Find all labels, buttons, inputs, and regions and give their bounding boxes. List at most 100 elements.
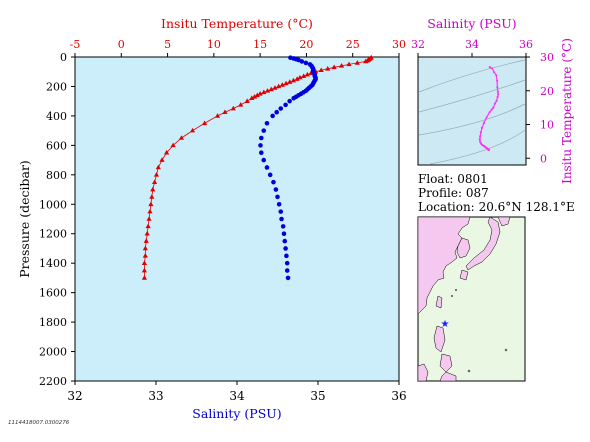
land-kyushu (459, 269, 469, 281)
ts-plot-area (417, 56, 527, 166)
pressure-tick-label: 1800 (39, 316, 67, 329)
temperature-point (346, 61, 352, 67)
temperature-point (170, 142, 176, 148)
temperature-point (290, 77, 297, 83)
temperature-point (202, 120, 208, 126)
temperature-point (152, 179, 158, 184)
density-contour (429, 129, 526, 165)
salinity-axis: 32 33 34 35 36 (67, 381, 407, 403)
float-value: 0801 (457, 172, 488, 186)
temperature-point (222, 109, 228, 115)
temperature-point (178, 135, 185, 140)
ts-temperature-tick-label: 30 (540, 51, 554, 64)
temperature-point (363, 58, 369, 64)
ts-point (496, 90, 500, 93)
density-contour (418, 59, 526, 93)
land-mainland (418, 217, 471, 315)
temperature-point (331, 64, 337, 70)
salinity-point (271, 179, 276, 185)
ts-temperature-axis: 0 10 20 30 (526, 51, 554, 165)
temperature-point (189, 127, 196, 133)
temperature-point (155, 164, 161, 170)
ts-salinity-axis-label: Salinity (PSU) (427, 16, 516, 31)
location-value: 20.6°N 128.1°E (478, 200, 575, 214)
temperature-point (249, 95, 255, 101)
ts-point (487, 148, 491, 151)
salinity-point (291, 95, 297, 101)
temperature-point (148, 201, 154, 207)
salinity-point (261, 157, 267, 163)
salinity-point (285, 275, 291, 281)
temperature-point (283, 80, 289, 86)
ts-temperature-axis-label: Insitu Temperature (°C) (560, 38, 574, 184)
temperature-point (145, 223, 151, 229)
temperature-point (272, 85, 278, 90)
profile-label: Profile: (418, 186, 463, 200)
salinity-point (273, 187, 279, 192)
pressure-tick-label: 200 (46, 80, 67, 93)
ts-point (479, 135, 482, 138)
location-label: Location: (418, 200, 475, 214)
ts-salinity-tick-label: 36 (519, 38, 533, 51)
ts-point (479, 131, 483, 134)
land-borneo (418, 363, 429, 381)
ts-point (485, 116, 488, 119)
ts-curve (478, 66, 500, 151)
ts-point (488, 66, 491, 69)
density-contour (418, 103, 526, 136)
temperature-point (150, 186, 156, 192)
salinity-point (258, 143, 263, 148)
temperature-point (325, 65, 331, 71)
temperature-tick-label: -5 (70, 38, 81, 51)
salinity-point (282, 238, 288, 244)
salinity-tick-label: 32 (67, 389, 82, 403)
pressure-tick-label: 1600 (39, 287, 67, 300)
salinity-point (264, 120, 270, 126)
land-islet (451, 295, 453, 297)
pressure-tick-label: 600 (46, 139, 67, 152)
float-info: Float: 0801 (418, 172, 488, 186)
salinity-point (275, 194, 280, 200)
ts-temperature-tick-label: 10 (540, 119, 554, 132)
land-japan (465, 217, 501, 271)
temperature-point (318, 67, 324, 73)
land-islet (467, 369, 471, 373)
temperature-point (238, 102, 244, 107)
salinity-point (267, 172, 273, 178)
salinity-point (284, 268, 290, 273)
pressure-axis: 0 200 400 600 800 1000 1200 1400 1600 1800 2000 220… (39, 51, 75, 388)
salinity-point (264, 165, 270, 170)
temperature-point (354, 60, 360, 65)
land-visayas (439, 353, 453, 373)
ts-salinity-axis: 32 34 36 (411, 38, 533, 57)
profile-value: 087 (465, 186, 489, 200)
temperature-point (143, 238, 149, 243)
temperature-point (244, 98, 250, 103)
float-location-star-icon: ★ (441, 319, 450, 330)
ts-point (490, 108, 493, 111)
temperature-tick-label: 20 (299, 38, 313, 51)
pressure-tick-label: 0 (60, 51, 67, 64)
salinity-point (280, 224, 286, 229)
location-info: Location: 20.6°N 128.1°E (418, 200, 575, 214)
temperature-tick-label: 5 (164, 38, 171, 51)
ts-point (478, 138, 481, 141)
temperature-tick-label: 30 (392, 38, 406, 51)
land-korea (456, 237, 471, 259)
temperature-point (301, 73, 307, 78)
ts-point (479, 140, 482, 143)
salinity-point (303, 60, 309, 66)
salinity-point (279, 216, 284, 222)
temperature-point (141, 267, 148, 273)
temperature-point (254, 92, 260, 98)
salinity-axis-label: Salinity (PSU) (192, 406, 281, 421)
temperature-axis-label: Insitu Temperature (°C) (161, 16, 313, 31)
temperature-point (164, 149, 170, 155)
temperature-tick-label: 15 (253, 38, 267, 51)
temperature-point (146, 216, 152, 221)
pressure-tick-label: 1000 (39, 198, 67, 211)
land-taiwan (435, 295, 443, 309)
ts-point (492, 106, 495, 109)
ts-point (482, 122, 485, 125)
